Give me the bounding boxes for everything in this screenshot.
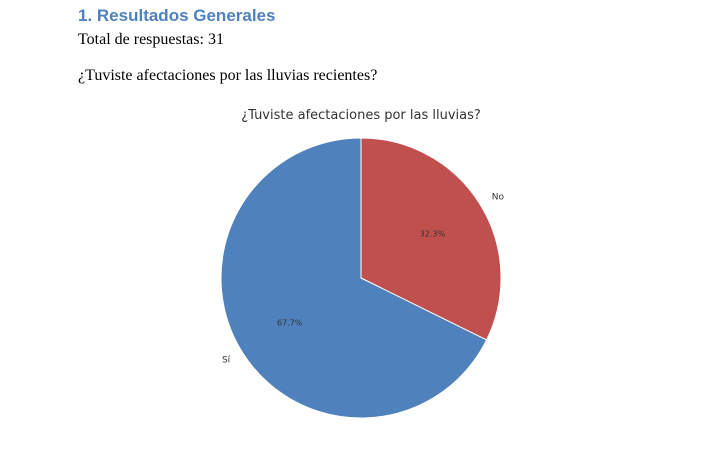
- question-text: ¿Tuviste afectaciones por las lluvias re…: [78, 67, 378, 84]
- section-title: 1. Resultados Generales: [78, 6, 276, 25]
- pie-slice-0: [360, 137, 502, 341]
- pie-category-label-1: Sí: [222, 355, 231, 365]
- pie-pct-label-0: 32.3%: [420, 230, 446, 239]
- pie-category-label-0: No: [492, 193, 505, 203]
- pie-pct-label-1: 67.7%: [277, 318, 303, 327]
- chart-title: ¿Tuviste afectaciones por las lluvias?: [241, 108, 481, 123]
- total-responses: Total de respuestas: 31: [78, 31, 224, 48]
- pie-slice-1: [220, 137, 488, 419]
